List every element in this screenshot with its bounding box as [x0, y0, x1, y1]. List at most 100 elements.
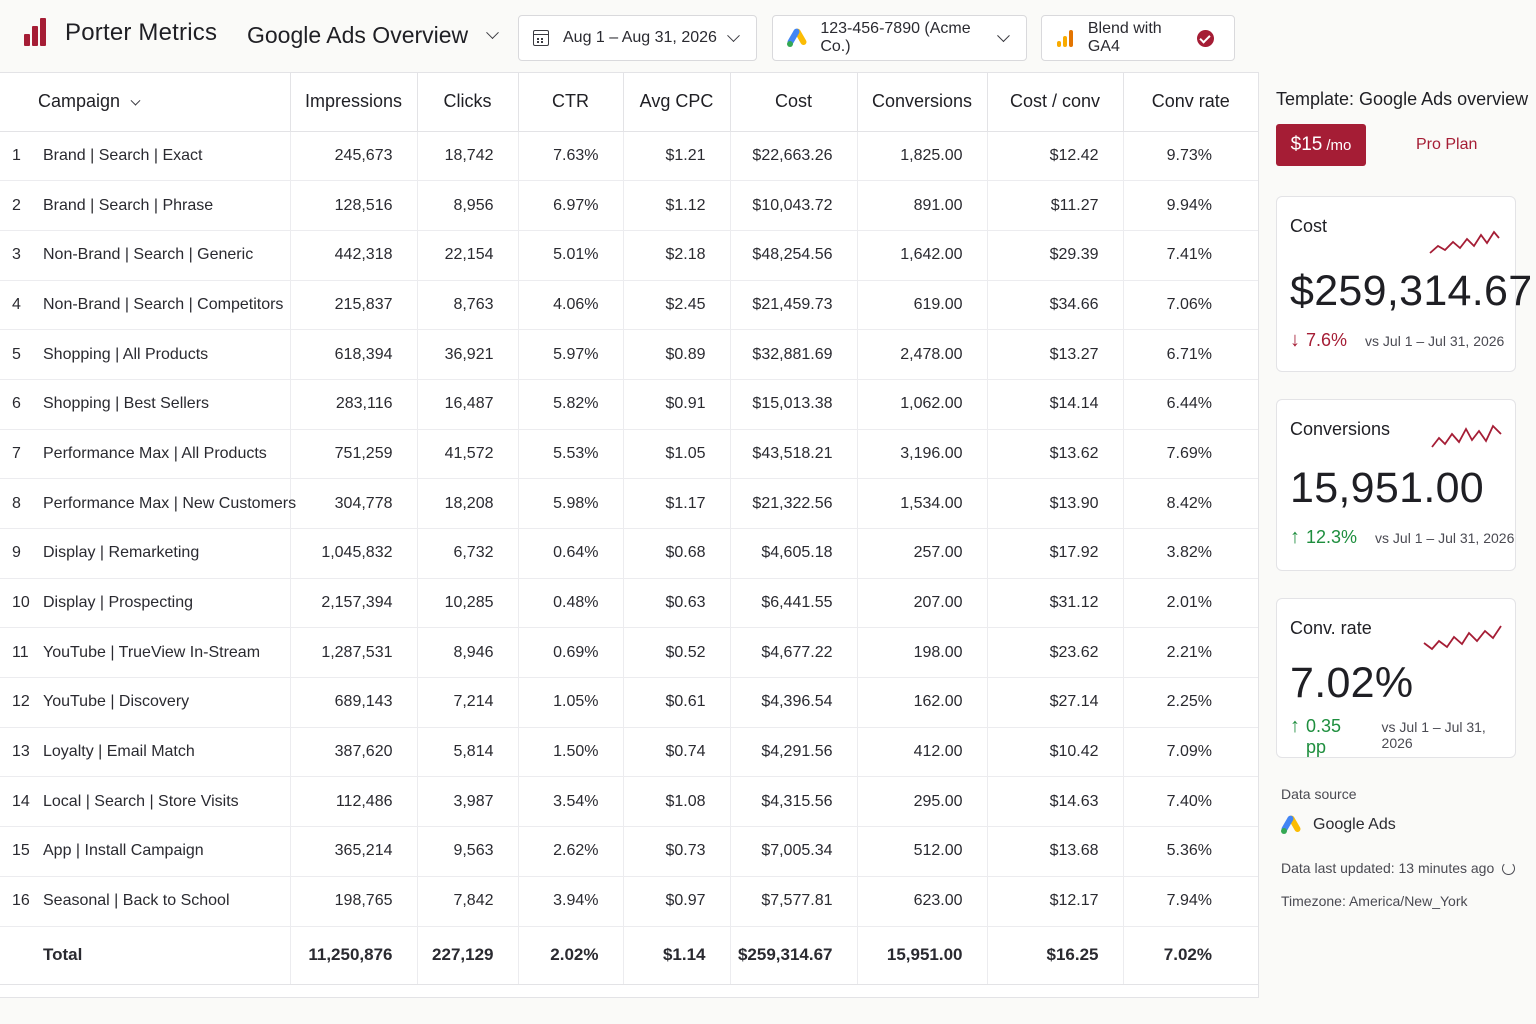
- row-index: 4: [12, 295, 21, 313]
- campaign-name: Non-Brand | Search | Competitors: [43, 295, 284, 313]
- cell-impressions: 365,214: [290, 826, 418, 877]
- cell-campaign[interactable]: 2 Brand | Search | Phrase: [0, 180, 291, 231]
- cell-campaign[interactable]: 12 YouTube | Discovery: [0, 677, 291, 728]
- table-row[interactable]: 2 Brand | Search | Phrase 128,516 8,956 6.97…: [0, 180, 1258, 231]
- column-header-ctr[interactable]: CTR: [518, 73, 624, 132]
- total-cost: $259,314.67: [730, 926, 858, 985]
- cell-ctr: 5.98%: [518, 478, 624, 529]
- cell-conv-rate: 9.94%: [1123, 180, 1258, 231]
- column-header-conv-rate[interactable]: Conv rate: [1123, 73, 1258, 132]
- google-ads-icon: [786, 27, 808, 47]
- column-header-avg-cpc[interactable]: Avg CPC: [623, 73, 731, 132]
- table-row[interactable]: 14 Local | Search | Store Visits 112,486 3,…: [0, 776, 1258, 828]
- cell-campaign[interactable]: 4 Non-Brand | Search | Competitors: [0, 280, 291, 331]
- calendar-icon: [533, 30, 549, 46]
- cell-clicks: 3,987: [417, 776, 519, 828]
- campaign-name: Performance Max | All Products: [43, 444, 267, 462]
- cell-cost: $7,577.81: [730, 876, 858, 927]
- account-label: 123-456-7890 (Acme Co.): [820, 20, 971, 55]
- arrow-up-icon: ↑: [1290, 715, 1300, 737]
- kpi-delta-value: 12.3%: [1306, 527, 1358, 547]
- cell-campaign[interactable]: 14 Local | Search | Store Visits: [0, 776, 291, 828]
- cell-clicks: 16,487: [417, 379, 519, 430]
- table-row[interactable]: 1 Brand | Search | Exact 245,673 18,742 7.63…: [0, 131, 1258, 182]
- table-row[interactable]: 13 Loyalty | Email Match 387,620 5,814 1.50%…: [0, 727, 1258, 778]
- campaign-name: Display | Prospecting: [43, 594, 193, 612]
- kpi-comparison: vs Jul 1 – Jul 31, 2026: [1375, 530, 1515, 546]
- cell-campaign[interactable]: 13 Loyalty | Email Match: [0, 727, 291, 778]
- column-header-campaign[interactable]: Campaign: [0, 73, 291, 132]
- cell-campaign[interactable]: 10 Display | Prospecting: [0, 578, 291, 629]
- column-header-conversions[interactable]: Conversions: [857, 73, 988, 132]
- table-row[interactable]: 8 Performance Max | New Customers 304,778 1…: [0, 478, 1258, 529]
- column-header-cost[interactable]: Cost: [730, 73, 858, 132]
- cell-campaign[interactable]: 8 Performance Max | New Customers: [0, 478, 296, 529]
- column-header-cost-per-conv[interactable]: Cost / conv: [987, 73, 1124, 132]
- google-analytics-icon: [1056, 29, 1074, 47]
- table-row[interactable]: 16 Seasonal | Back to School 198,765 7,842 3…: [0, 876, 1258, 927]
- top-bar: Porter Metrics Google Ads Overview Aug 1…: [0, 0, 1536, 72]
- data-source-item[interactable]: Google Ads: [1280, 814, 1521, 834]
- date-range-picker[interactable]: Aug 1 – Aug 31, 2026: [518, 15, 757, 61]
- cell-campaign[interactable]: 1 Brand | Search | Exact: [0, 131, 291, 182]
- campaign-name: YouTube | Discovery: [43, 693, 190, 711]
- blend-label: Blend with GA4: [1087, 20, 1162, 55]
- cell-campaign[interactable]: 15 App | Install Campaign: [0, 826, 291, 877]
- row-index: 5: [12, 345, 21, 363]
- table-row[interactable]: 15 App | Install Campaign 365,214 9,563 2.62…: [0, 826, 1258, 877]
- table-total-row: Total 11,250,876 227,129 2.02% $1.14 $259,314…: [0, 926, 1258, 985]
- cell-ctr: 3.94%: [518, 876, 624, 927]
- table-row[interactable]: 9 Display | Remarketing 1,045,832 6,732 0.64…: [0, 528, 1258, 579]
- cell-cost: $32,881.69: [730, 329, 858, 380]
- cell-conversions: 1,642.00: [857, 230, 988, 281]
- price-button[interactable]: $15/mo: [1276, 124, 1366, 166]
- cell-conversions: 3,196.00: [857, 429, 988, 480]
- brand[interactable]: Porter Metrics: [22, 18, 217, 48]
- table-row[interactable]: 3 Non-Brand | Search | Generic 442,318 22,1…: [0, 230, 1258, 281]
- account-selector[interactable]: 123-456-7890 (Acme Co.): [772, 15, 1027, 61]
- cell-conversions: 2,478.00: [857, 329, 988, 380]
- table-row[interactable]: 4 Non-Brand | Search | Competitors 215,837…: [0, 280, 1258, 331]
- row-index: 15: [12, 842, 30, 860]
- cell-campaign[interactable]: 5 Shopping | All Products: [0, 329, 291, 380]
- cell-conversions: 412.00: [857, 727, 988, 778]
- cell-campaign[interactable]: 9 Display | Remarketing: [0, 528, 291, 579]
- cell-impressions: 1,045,832: [290, 528, 418, 579]
- campaign-name: Local | Search | Store Visits: [43, 792, 239, 810]
- cell-ctr: 0.64%: [518, 528, 624, 579]
- refresh-icon[interactable]: [1502, 861, 1516, 875]
- column-header-impressions[interactable]: Impressions: [290, 73, 418, 132]
- table-row[interactable]: 10 Display | Prospecting 2,157,394 10,285 0.…: [0, 578, 1258, 629]
- cell-avg-cpc: $1.08: [623, 776, 731, 828]
- cell-impressions: 245,673: [290, 131, 418, 182]
- cell-avg-cpc: $0.63: [623, 578, 731, 629]
- table-header-row: Campaign Impressions Clicks CTR Avg CPC …: [0, 73, 1258, 132]
- cell-ctr: 5.82%: [518, 379, 624, 430]
- kpi-card-conv-rate: Conv. rate 7.02% ↑ 0.35 pp vs Jul 1 – Ju…: [1276, 598, 1516, 758]
- kpi-label: Conv. rate: [1290, 618, 1372, 638]
- kpi-delta-value: 7.6%: [1306, 330, 1348, 350]
- table-row[interactable]: 12 YouTube | Discovery 689,143 7,214 1.05% $0…: [0, 677, 1258, 728]
- blend-ga4-toggle[interactable]: Blend with GA4: [1041, 15, 1235, 61]
- cell-campaign[interactable]: 6 Shopping | Best Sellers: [0, 379, 291, 430]
- cell-ctr: 5.01%: [518, 230, 624, 281]
- column-header-clicks[interactable]: Clicks: [417, 73, 519, 132]
- cell-clicks: 8,763: [417, 280, 519, 331]
- cell-campaign[interactable]: 7 Performance Max | All Products: [0, 429, 291, 480]
- cell-campaign[interactable]: 11 YouTube | TrueView In-Stream: [0, 627, 291, 679]
- table-row[interactable]: 11 YouTube | TrueView In-Stream 1,287,531 8…: [0, 627, 1258, 679]
- cell-conv-rate: 7.06%: [1123, 280, 1258, 331]
- report-selector[interactable]: Google Ads Overview: [247, 22, 500, 49]
- cell-avg-cpc: $0.61: [623, 677, 731, 728]
- table-row[interactable]: 5 Shopping | All Products 618,394 36,921 5.9…: [0, 329, 1258, 380]
- cell-campaign[interactable]: 3 Non-Brand | Search | Generic: [0, 230, 291, 281]
- cell-conv-rate: 2.01%: [1123, 578, 1258, 629]
- cell-campaign[interactable]: 16 Seasonal | Back to School: [0, 876, 291, 927]
- table-row[interactable]: 6 Shopping | Best Sellers 283,116 16,487 5.8…: [0, 379, 1258, 430]
- cell-cost: $21,459.73: [730, 280, 858, 331]
- table-row[interactable]: 7 Performance Max | All Products 751,259 41…: [0, 429, 1258, 480]
- total-avg-cpc: $1.14: [623, 926, 731, 985]
- campaign-name: Non-Brand | Search | Generic: [43, 246, 254, 264]
- pro-plan-link[interactable]: Pro Plan: [1416, 136, 1478, 153]
- cell-conversions: 1,825.00: [857, 131, 988, 182]
